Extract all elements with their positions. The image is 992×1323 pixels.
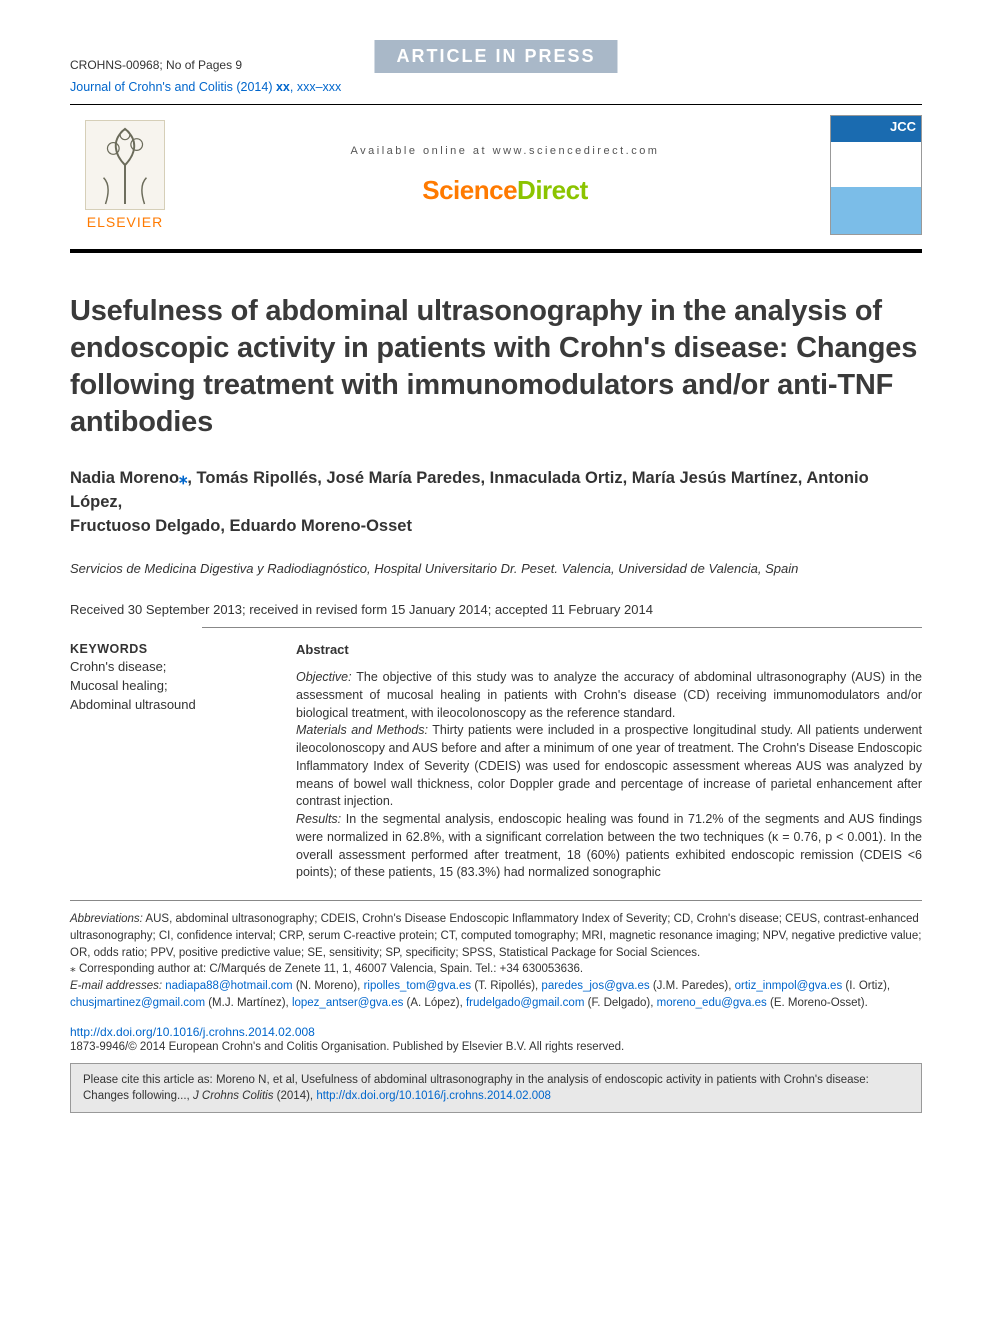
cite-text-mid: (2014),	[273, 1090, 316, 1102]
elsevier-logo-block: ELSEVIER	[70, 120, 180, 230]
cite-this-article-box: Please cite this article as: Moreno N, e…	[70, 1063, 922, 1113]
rule-heavy	[70, 249, 922, 253]
email-link[interactable]: nadiapa88@hotmail.com	[165, 980, 292, 992]
cite-journal: J Crohns Colitis	[193, 1090, 274, 1102]
in-press-label: ARTICLE IN PRESS	[374, 40, 617, 73]
rule-above-abstract	[202, 627, 922, 628]
author-first: Nadia Moreno	[70, 469, 179, 487]
abstract-results-lead: Results:	[296, 812, 341, 826]
email-owner: (M.J. Martínez),	[205, 997, 292, 1009]
masthead-center: Available online at www.sciencedirect.co…	[204, 145, 806, 206]
footnotes: Abbreviations: AUS, abdominal ultrasonog…	[70, 911, 922, 1011]
copyright-line: 1873-9946/© 2014 European Crohn's and Co…	[70, 1041, 922, 1053]
abbreviations-text: AUS, abdominal ultrasonography; CDEIS, C…	[70, 913, 921, 958]
email-owner: (T. Ripollés),	[471, 980, 541, 992]
sciencedirect-word2: Direct	[517, 175, 588, 205]
email-link[interactable]: moreno_edu@gva.es	[657, 997, 767, 1009]
elsevier-tree-icon	[85, 120, 165, 210]
emails-container: nadiapa88@hotmail.com (N. Moreno), ripol…	[70, 980, 890, 1009]
masthead: ELSEVIER Available online at www.science…	[70, 105, 922, 249]
email-owner: (N. Moreno),	[293, 980, 364, 992]
email-owner: (E. Moreno-Osset).	[767, 997, 868, 1009]
abstract-heading: Abstract	[296, 642, 922, 657]
email-owner: (F. Delgado),	[584, 997, 656, 1009]
journal-cover-thumbnail	[830, 115, 922, 235]
email-owner: (I. Ortiz),	[842, 980, 890, 992]
elsevier-wordmark: ELSEVIER	[87, 214, 163, 230]
doi-line: http://dx.doi.org/10.1016/j.crohns.2014.…	[70, 1025, 922, 1039]
author-list: Nadia Moreno⁎, Tomás Ripollés, José Marí…	[70, 467, 922, 539]
available-online-text: Available online at www.sciencedirect.co…	[204, 145, 806, 157]
emails-lead: E-mail addresses:	[70, 980, 165, 992]
journal-citation-line: Journal of Crohn's and Colitis (2014) xx…	[70, 80, 922, 94]
journal-line-pages: , xxx–xxx	[290, 80, 341, 94]
article-title: Usefulness of abdominal ultrasonography …	[70, 293, 922, 441]
email-link[interactable]: lopez_antser@gva.es	[292, 997, 403, 1009]
article-dates: Received 30 September 2013; received in …	[70, 602, 922, 617]
abstract-column: Abstract Objective: The objective of thi…	[296, 642, 922, 882]
email-link[interactable]: frudelgado@gmail.com	[466, 997, 584, 1009]
email-link[interactable]: paredes_jos@gva.es	[541, 980, 649, 992]
keywords-column: KEYWORDS Crohn's disease; Mucosal healin…	[70, 642, 240, 882]
article-id: CROHNS-00968; No of Pages 9	[70, 58, 242, 72]
email-link[interactable]: ortiz_inmpol@gva.es	[735, 980, 843, 992]
sciencedirect-logo: ScienceDirect	[204, 175, 806, 206]
affiliation: Servicios de Medicina Digestiva y Radiod…	[70, 561, 922, 576]
corresponding-line: ⁎ Corresponding author at: C/Marqués de …	[70, 961, 922, 978]
abstract-results: In the segmental analysis, endoscopic he…	[296, 812, 922, 879]
keywords-heading: KEYWORDS	[70, 642, 240, 656]
in-press-banner: CROHNS-00968; No of Pages 9 ARTICLE IN P…	[70, 40, 922, 74]
emails-line: E-mail addresses: nadiapa88@hotmail.com …	[70, 978, 922, 1011]
journal-line-volume: xx	[276, 80, 290, 94]
corresponding-text: C/Marqués de Zenete 11, 1, 46007 Valenci…	[209, 963, 583, 975]
email-owner: (J.M. Paredes),	[650, 980, 735, 992]
authors-rest-1: , Tomás Ripollés, José María Paredes, In…	[70, 469, 869, 511]
rule-above-footnotes	[70, 900, 922, 901]
sciencedirect-word1: Science	[422, 175, 517, 205]
email-link[interactable]: chusjmartinez@gmail.com	[70, 997, 205, 1009]
authors-line-2: Fructuoso Delgado, Eduardo Moreno-Osset	[70, 517, 412, 535]
journal-line-prefix: Journal of Crohn's and Colitis (2014)	[70, 80, 276, 94]
abstract-objective: The objective of this study was to analy…	[296, 670, 922, 720]
cite-doi-link[interactable]: http://dx.doi.org/10.1016/j.crohns.2014.…	[316, 1090, 551, 1102]
abstract-methods-lead: Materials and Methods:	[296, 723, 428, 737]
doi-link[interactable]: http://dx.doi.org/10.1016/j.crohns.2014.…	[70, 1025, 315, 1039]
email-owner: (A. López),	[403, 997, 466, 1009]
email-link[interactable]: ripolles_tom@gva.es	[364, 980, 472, 992]
abstract-objective-lead: Objective:	[296, 670, 352, 684]
abbreviations-line: Abbreviations: AUS, abdominal ultrasonog…	[70, 911, 922, 961]
abstract-body: Objective: The objective of this study w…	[296, 669, 922, 882]
keywords-list: Crohn's disease; Mucosal healing; Abdomi…	[70, 658, 240, 715]
corresponding-lead: ⁎ Corresponding author at:	[70, 963, 209, 975]
abbreviations-lead: Abbreviations:	[70, 913, 143, 925]
